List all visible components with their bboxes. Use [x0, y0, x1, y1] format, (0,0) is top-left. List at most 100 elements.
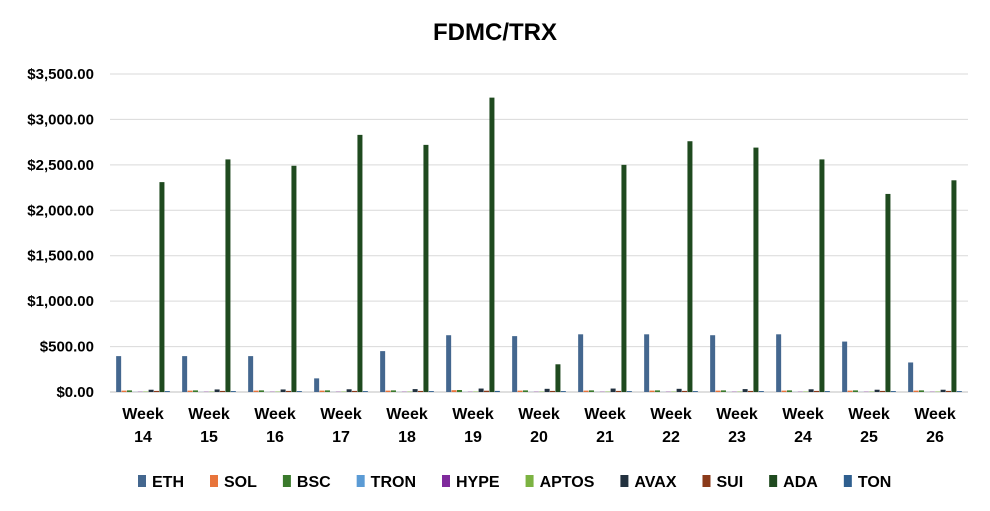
- bar-sui-10: [814, 391, 819, 392]
- bar-avax-2: [281, 389, 286, 392]
- x-tick-label: Week: [848, 406, 890, 423]
- y-tick-label: $500.00: [40, 339, 94, 356]
- bar-eth-3: [314, 378, 319, 392]
- y-tick-label: $3,000.00: [27, 111, 94, 128]
- legend-label-ton: TON: [858, 474, 891, 491]
- legend-swatch-hype: [442, 475, 450, 487]
- y-tick-label: $3,500.00: [27, 66, 94, 83]
- x-tick-label: 25: [860, 429, 878, 446]
- bar-ada-8: [687, 141, 692, 392]
- bar-avax-4: [413, 389, 418, 392]
- bar-ton-4: [429, 391, 434, 392]
- bar-bsc-3: [325, 390, 330, 392]
- y-tick-label: $1,000.00: [27, 293, 94, 310]
- bar-sol-10: [782, 391, 787, 392]
- bar-avax-7: [611, 389, 616, 392]
- y-axis-ticks: $0.00$500.00$1,000.00$1,500.00$2,000.00$…: [27, 66, 94, 401]
- x-tick-label: Week: [386, 406, 428, 423]
- bar-eth-4: [380, 351, 385, 392]
- bar-ton-2: [297, 391, 302, 392]
- bar-sol-7: [584, 391, 589, 392]
- bar-sui-12: [946, 391, 951, 392]
- bar-bsc-12: [919, 390, 924, 392]
- x-tick-label: Week: [122, 406, 164, 423]
- bar-ton-1: [231, 391, 236, 392]
- bar-sol-12: [914, 391, 919, 392]
- x-tick-label: Week: [518, 406, 560, 423]
- bar-bsc-9: [721, 390, 726, 392]
- x-tick-label: 20: [530, 429, 548, 446]
- legend-swatch-ada: [769, 475, 777, 487]
- legend-label-eth: ETH: [152, 474, 184, 491]
- bar-avax-1: [215, 389, 220, 392]
- legend-swatch-sui: [702, 475, 710, 487]
- legend-swatch-aptos: [526, 475, 534, 487]
- legend-swatch-tron: [357, 475, 365, 487]
- bar-sui-1: [220, 391, 225, 392]
- legend-label-aptos: APTOS: [540, 474, 595, 491]
- legend-swatch-ton: [844, 475, 852, 487]
- x-tick-label: 23: [728, 429, 746, 446]
- bar-ada-1: [225, 159, 230, 392]
- legend-label-avax: AVAX: [634, 474, 676, 491]
- bar-bsc-7: [589, 390, 594, 392]
- legend-label-bsc: BSC: [297, 474, 331, 491]
- x-tick-label: Week: [914, 406, 956, 423]
- y-tick-label: $2,500.00: [27, 157, 94, 174]
- bar-ton-8: [693, 391, 698, 392]
- bar-sol-8: [650, 391, 655, 392]
- bar-ada-12: [951, 180, 956, 392]
- bar-ton-12: [957, 391, 962, 392]
- bar-ada-11: [885, 194, 890, 392]
- bar-avax-8: [677, 389, 682, 392]
- x-tick-label: 19: [464, 429, 482, 446]
- legend-label-sui: SUI: [716, 474, 743, 491]
- bar-bsc-6: [523, 390, 528, 392]
- bar-sui-3: [352, 391, 357, 392]
- bar-eth-8: [644, 334, 649, 392]
- bar-sol-1: [188, 391, 193, 392]
- bar-eth-1: [182, 356, 187, 392]
- x-tick-label: Week: [320, 406, 362, 423]
- bar-sui-9: [748, 391, 753, 392]
- bar-sol-11: [848, 391, 853, 392]
- bar-ada-6: [555, 364, 560, 392]
- bar-sol-4: [386, 391, 391, 392]
- bar-eth-5: [446, 335, 451, 392]
- bar-ton-7: [627, 391, 632, 392]
- bar-sui-2: [286, 391, 291, 392]
- x-tick-label: 18: [398, 429, 416, 446]
- x-tick-label: 16: [266, 429, 284, 446]
- bar-ada-4: [423, 145, 428, 392]
- bar-sol-5: [452, 390, 457, 392]
- bar-eth-11: [842, 342, 847, 392]
- bar-sui-8: [682, 391, 687, 392]
- bar-bsc-2: [259, 390, 264, 392]
- bars: [116, 98, 962, 392]
- bar-bsc-8: [655, 390, 660, 392]
- bar-sol-2: [254, 391, 259, 392]
- bar-eth-0: [116, 356, 121, 392]
- x-tick-label: 17: [332, 429, 350, 446]
- bar-sui-7: [616, 391, 621, 392]
- bar-bsc-0: [127, 390, 132, 392]
- x-tick-label: 14: [134, 429, 152, 446]
- bar-sol-0: [122, 391, 127, 392]
- x-tick-label: Week: [254, 406, 296, 423]
- bar-avax-10: [809, 389, 814, 392]
- legend-label-tron: TRON: [371, 474, 416, 491]
- bar-ton-6: [561, 391, 566, 392]
- bar-sui-6: [550, 391, 555, 392]
- bar-avax-3: [347, 389, 352, 392]
- bar-sui-11: [880, 391, 885, 392]
- legend-swatch-eth: [138, 475, 146, 487]
- bar-bsc-1: [193, 390, 198, 392]
- legend-swatch-bsc: [283, 475, 291, 487]
- bar-eth-6: [512, 336, 517, 392]
- bar-sol-3: [320, 391, 325, 392]
- x-tick-label: 22: [662, 429, 680, 446]
- bar-ada-7: [621, 165, 626, 392]
